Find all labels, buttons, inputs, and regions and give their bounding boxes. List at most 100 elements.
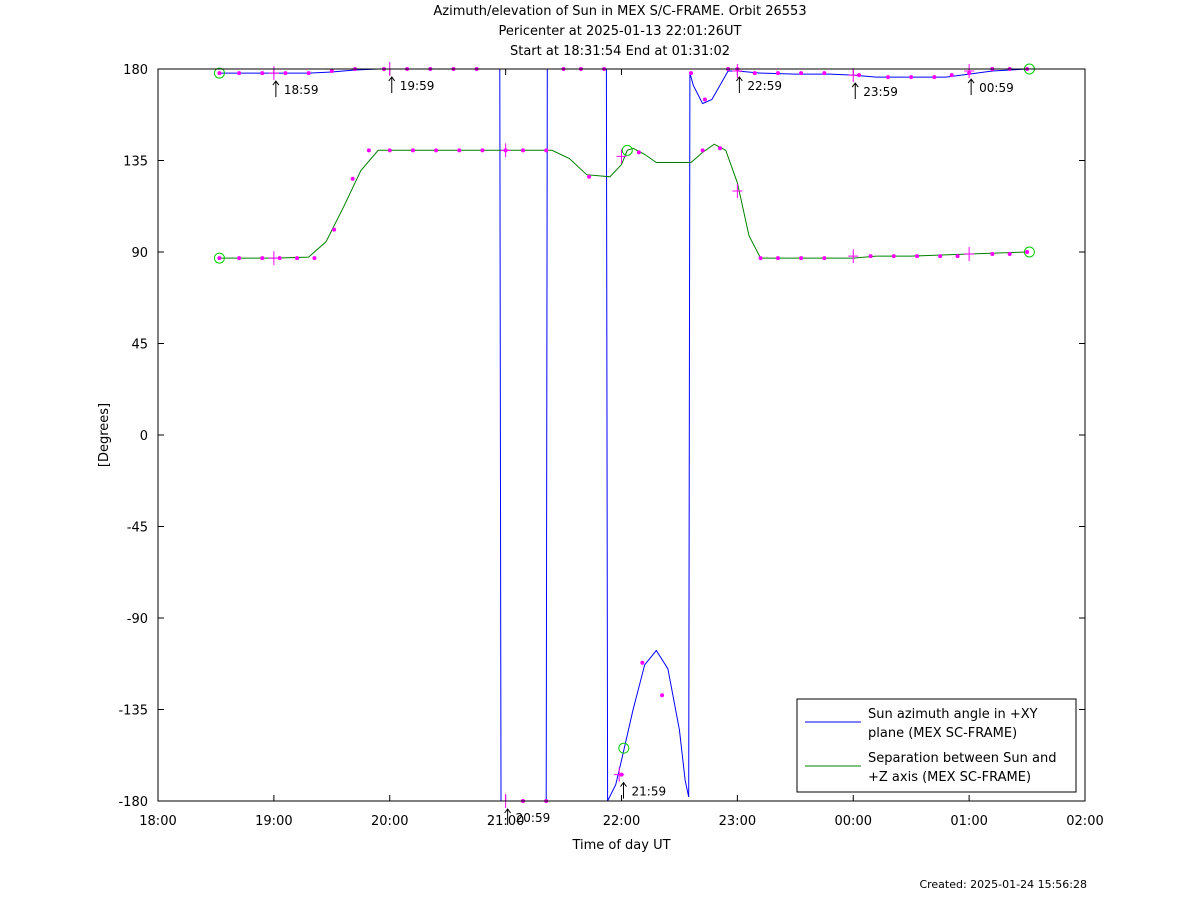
x-axis-label: Time of day UT [571,838,670,853]
y-tick-label-3: 45 [131,338,148,353]
series-0-point-0 [217,71,222,76]
cross-marker-5 [732,64,743,79]
series-1-point-13 [480,148,485,153]
x-tick-label-2: 20:00 [371,814,408,829]
x-tick-label-3: 21:00 [487,814,524,829]
annotation-label-1: 19:59 [400,79,435,93]
annotation-arrow-6 [967,78,975,96]
legend-entry-separation-line2: +Z axis (MEX SC-FRAME) [868,770,1031,785]
series-line-1 [219,143,1028,259]
x-tick-label-0: 18:00 [139,814,176,829]
cross-marker-12 [964,247,975,262]
x-tick-label-8: 02:00 [1066,814,1103,829]
series-1-point-26 [891,254,896,259]
series-1-point-31 [1007,252,1012,257]
series-0-point-4 [306,71,311,76]
series-0-point-3 [283,71,288,76]
annotation-arrow-2 [504,808,512,825]
series-1-point-3 [277,256,282,261]
series-1-point-8 [366,148,371,153]
series-1-point-6 [332,227,337,232]
circle-marker-5 [618,742,630,754]
annotation-label-5: 23:59 [863,85,898,99]
legend-entry-separation-line1: Separation between Sun and [868,751,1056,766]
legend-entry-azimuth-line2: plane (MEX SC-FRAME) [868,726,1017,741]
series-0-point-21 [702,97,707,102]
series-1-point-16 [544,148,549,153]
annotation-arrow-1 [388,76,396,93]
series-1-point-9 [387,148,392,153]
series-0-point-26 [799,71,804,76]
cross-marker-7 [964,64,975,79]
series-0-point-32 [949,73,954,78]
annotation-arrow-3 [620,781,627,799]
series-0-point-20 [689,71,694,76]
cross-marker-9 [500,143,511,158]
series-0-point-31 [932,75,937,80]
y-tick-label-4: 0 [140,429,148,444]
circle-marker-0 [213,67,225,79]
series-1-point-5 [312,256,317,261]
x-tick-label-6: 00:00 [835,814,872,829]
series-1-point-11 [434,148,439,153]
tick-labels: 18:00 19:00 20:00 21:00 22:00 23:00 00:00 01:00… [118,63,1103,829]
cross-marker-4 [616,149,627,164]
series-1-point-4 [295,256,300,261]
series-1-point-2 [260,256,265,261]
series-1-point-23 [799,256,804,261]
series-1-point-29 [955,254,960,259]
x-tick-label-5: 23:00 [719,814,756,829]
series-0-point-24 [752,71,757,76]
series-line-0 [219,68,1028,802]
series-0-point-2 [260,71,265,76]
x-tick-label-7: 01:00 [950,814,987,829]
y-tick-label-2: 90 [131,246,148,261]
series-1-point-17 [587,174,592,179]
series-1-point-19 [700,148,705,153]
y-tick-label-1: 135 [123,155,148,170]
x-tick-label-4: 22:00 [603,814,640,829]
series-0-point-5 [329,69,334,74]
series-1-point-1 [237,256,242,261]
y-tick-label-0: 180 [123,63,148,78]
annotation-layer: 18:59 19:59 20:59 21:59 22:59 23:59 00:59 [272,76,1014,825]
created-timestamp: Created: 2025-01-24 15:56:28 [919,878,1087,891]
legend-entry-azimuth-line1: Sun azimuth angle in +XY [868,707,1038,722]
annotation-arrow-5 [851,82,859,100]
axis-ticks [157,68,1086,802]
series-1-point-21 [758,256,763,261]
y-axis-label: [Degrees] [97,403,112,467]
series-1-point-27 [914,254,919,259]
chart-subtitle-pericenter: Pericenter at 2025-01-13 22:01:26UT [498,24,742,39]
annotation-arrow-0 [272,80,280,98]
circle-marker-2 [213,252,225,264]
cross-marker-6 [848,68,859,83]
series-0-point-30 [909,75,914,80]
series-0-point-29 [886,75,891,80]
annotation-arrow-4 [735,76,743,93]
marker-layer [213,62,1035,808]
series-1-point-30 [990,252,995,257]
y-tick-label-5: -45 [127,521,148,536]
annotation-label-0: 18:59 [284,83,319,97]
series-0-point-1 [237,71,242,76]
y-tick-label-6: -90 [127,612,148,627]
series-1-point-7 [350,176,355,181]
cross-marker-11 [848,249,859,264]
chart-title: Azimuth/elevation of Sun in MEX S/C-FRAM… [433,4,807,19]
annotation-label-6: 00:59 [979,81,1014,95]
annotation-label-4: 22:59 [747,79,782,93]
series-1-point-15 [521,148,526,153]
series-0-point-28 [857,73,862,78]
y-tick-label-8: -180 [118,795,148,810]
series-0-point-27 [822,71,827,76]
circle-marker-3 [1023,246,1035,258]
circle-marker-4 [621,144,633,156]
series-1-point-28 [938,254,943,259]
series-0-point-18 [640,660,645,665]
series-layer [219,68,1028,802]
chart-subtitle-start-end: Start at 18:31:54 End at 01:31:02 [509,44,731,59]
plot-frame [157,68,1086,802]
legend-box [796,698,1077,793]
